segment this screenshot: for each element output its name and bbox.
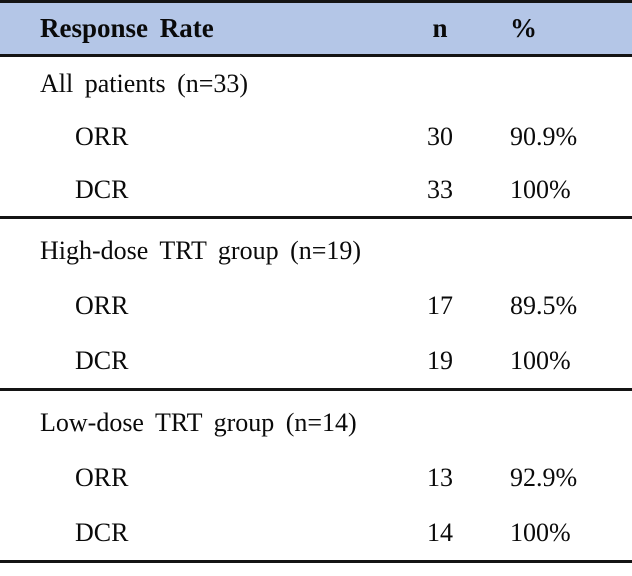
row-label: ORR (75, 290, 129, 320)
row-percent-value: 89.5% (510, 290, 578, 320)
row-percent-value: 100% (510, 174, 571, 204)
row-n-value: 19 (427, 345, 453, 375)
section-high-dose: High-dose TRT group (n=19) ORR 17 89.5% … (0, 219, 632, 391)
row-n-value: 30 (427, 121, 453, 151)
row-n-value: 33 (427, 174, 453, 204)
row-label: DCR (75, 517, 129, 547)
section-title: All patients (n=33) (40, 68, 249, 98)
table-row: ORR 17 89.5% (0, 278, 632, 333)
table-row: ORR 13 92.9% (0, 450, 632, 505)
row-percent-value: 90.9% (510, 121, 578, 151)
row-label: ORR (75, 121, 129, 151)
header-n: n (432, 13, 448, 43)
row-label: DCR (75, 174, 129, 204)
header-response-rate: Response Rate (40, 13, 214, 43)
row-percent-value: 100% (510, 517, 571, 547)
section-title: High-dose TRT group (n=19) (40, 235, 362, 265)
response-rate-table: Response Rate n % All patients (n=33) OR… (0, 0, 632, 563)
row-n-value: 14 (427, 517, 453, 547)
section-low-dose: Low-dose TRT group (n=14) ORR 13 92.9% D… (0, 391, 632, 563)
header-percent: % (510, 13, 537, 43)
table-row: ORR 30 90.9% (0, 110, 632, 163)
row-label: DCR (75, 345, 129, 375)
row-n-value: 17 (427, 290, 453, 320)
table-header-row: Response Rate n % (0, 3, 632, 57)
section-all-patients: All patients (n=33) ORR 30 90.9% DCR 33 … (0, 57, 632, 219)
table-row: DCR 14 100% (0, 505, 632, 560)
table-row: DCR 33 100% (0, 163, 632, 216)
row-percent-value: 100% (510, 345, 571, 375)
table-row: DCR 19 100% (0, 333, 632, 388)
row-percent-value: 92.9% (510, 462, 578, 492)
section-title: Low-dose TRT group (n=14) (40, 407, 357, 437)
row-label: ORR (75, 462, 129, 492)
row-n-value: 13 (427, 462, 453, 492)
